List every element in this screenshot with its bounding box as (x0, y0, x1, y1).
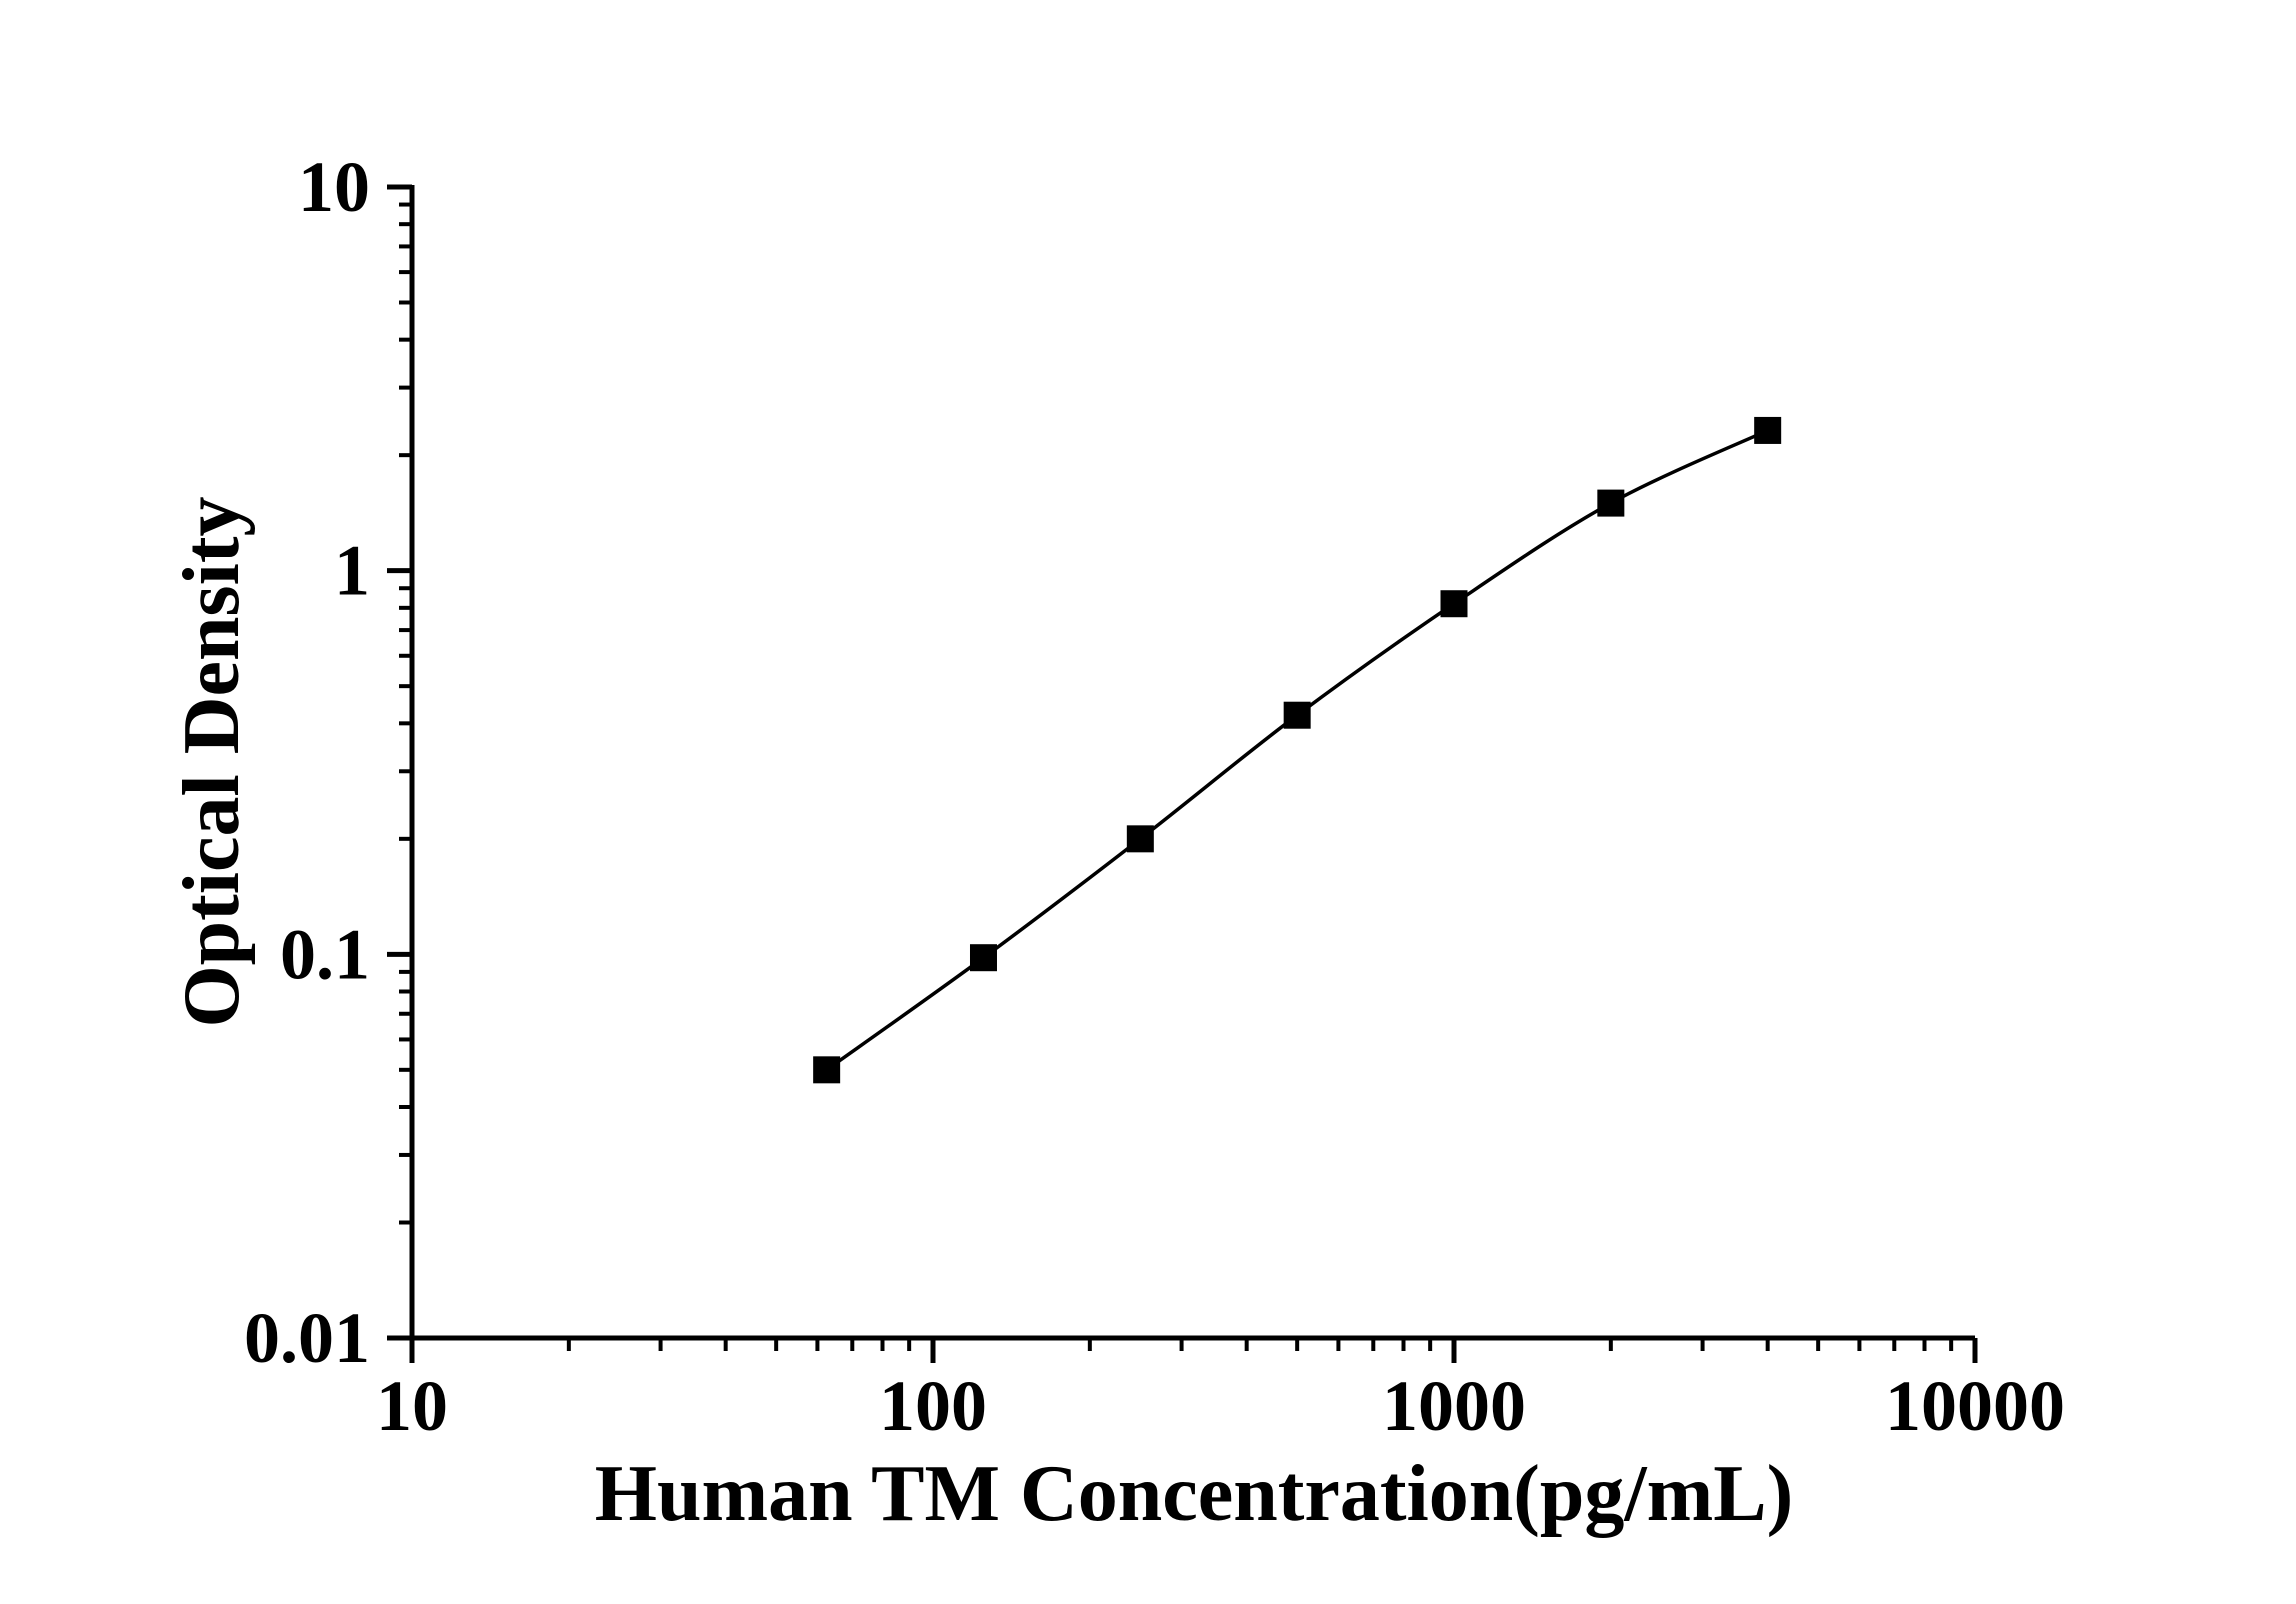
x-tick-label: 10 (376, 1366, 448, 1446)
x-tick-label: 1000 (1382, 1366, 1526, 1446)
y-axis-title: Optical Density (168, 496, 256, 1027)
data-series-layer (813, 416, 1782, 1084)
data-point-marker (969, 944, 997, 972)
y-tick-label: 10 (298, 147, 370, 227)
axes-layer (387, 184, 1978, 1363)
data-point-marker (1440, 590, 1468, 618)
x-tick-label: 10000 (1885, 1366, 2065, 1446)
tick-labels-layer: 10 100 1000 10000 0.01 0.1 1 10 (244, 147, 2065, 1446)
data-point-marker (813, 1056, 841, 1084)
x-axis-title: Human TM Concentration(pg/mL) (595, 1450, 1794, 1538)
data-point-marker (1126, 825, 1154, 853)
data-point-marker (1597, 489, 1625, 517)
y-tick-label: 1 (334, 531, 370, 611)
axis-spine (409, 185, 1975, 1341)
data-point-marker (1283, 701, 1311, 729)
y-tick-label: 0.1 (280, 914, 370, 994)
x-tick-label: 100 (879, 1366, 987, 1446)
series-line (825, 428, 1769, 1072)
y-tick-label: 0.01 (244, 1298, 370, 1378)
data-point-marker (1754, 416, 1782, 444)
